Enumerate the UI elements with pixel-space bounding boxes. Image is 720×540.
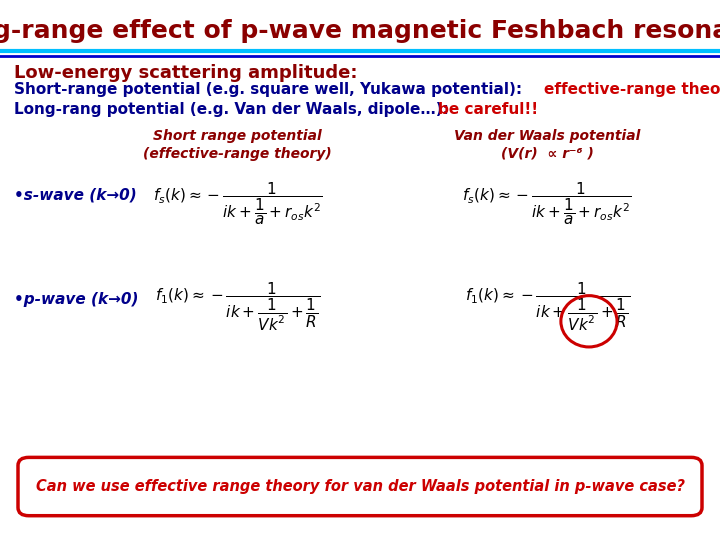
Text: be careful!!: be careful!!	[438, 102, 538, 117]
Text: •p-wave (k→0): •p-wave (k→0)	[14, 292, 139, 307]
Text: •s-wave (k→0): •s-wave (k→0)	[14, 188, 137, 203]
Text: Long-range effect of p-wave magnetic Feshbach resonance: Long-range effect of p-wave magnetic Fes…	[0, 19, 720, 43]
Text: effective-range theory: effective-range theory	[544, 82, 720, 97]
Text: Can we use effective range theory for van der Waals potential in p-wave case?: Can we use effective range theory for va…	[35, 478, 685, 494]
Text: Short range potential
(effective-range theory): Short range potential (effective-range t…	[143, 129, 332, 161]
FancyBboxPatch shape	[18, 457, 702, 516]
Text: Van der Waals potential
(V(r)  ∝ r⁻⁶ ): Van der Waals potential (V(r) ∝ r⁻⁶ )	[454, 129, 640, 161]
Text: Long-rang potential (e.g. Van der Waals, dipole…):: Long-rang potential (e.g. Van der Waals,…	[14, 102, 449, 117]
Text: $f_s(k) \approx -\dfrac{1}{ik + \dfrac{1}{a} + r_{os}k^2}$: $f_s(k) \approx -\dfrac{1}{ik + \dfrac{1…	[153, 181, 323, 227]
Text: $f_s(k) \approx -\dfrac{1}{ik + \dfrac{1}{a} + r_{os}k^2}$: $f_s(k) \approx -\dfrac{1}{ik + \dfrac{1…	[462, 181, 632, 227]
Text: Short-range potential (e.g. square well, Yukawa potential):: Short-range potential (e.g. square well,…	[14, 82, 523, 97]
Text: Low-energy scattering amplitude:: Low-energy scattering amplitude:	[14, 64, 358, 82]
Text: $f_1(k) \approx -\dfrac{1}{ik + \dfrac{1}{Vk^2} + \dfrac{1}{R}}$: $f_1(k) \approx -\dfrac{1}{ik + \dfrac{1…	[155, 281, 320, 333]
Text: $f_1(k) \approx -\dfrac{1}{ik + \dfrac{1}{Vk^2} + \dfrac{1}{R}}$: $f_1(k) \approx -\dfrac{1}{ik + \dfrac{1…	[464, 281, 630, 333]
